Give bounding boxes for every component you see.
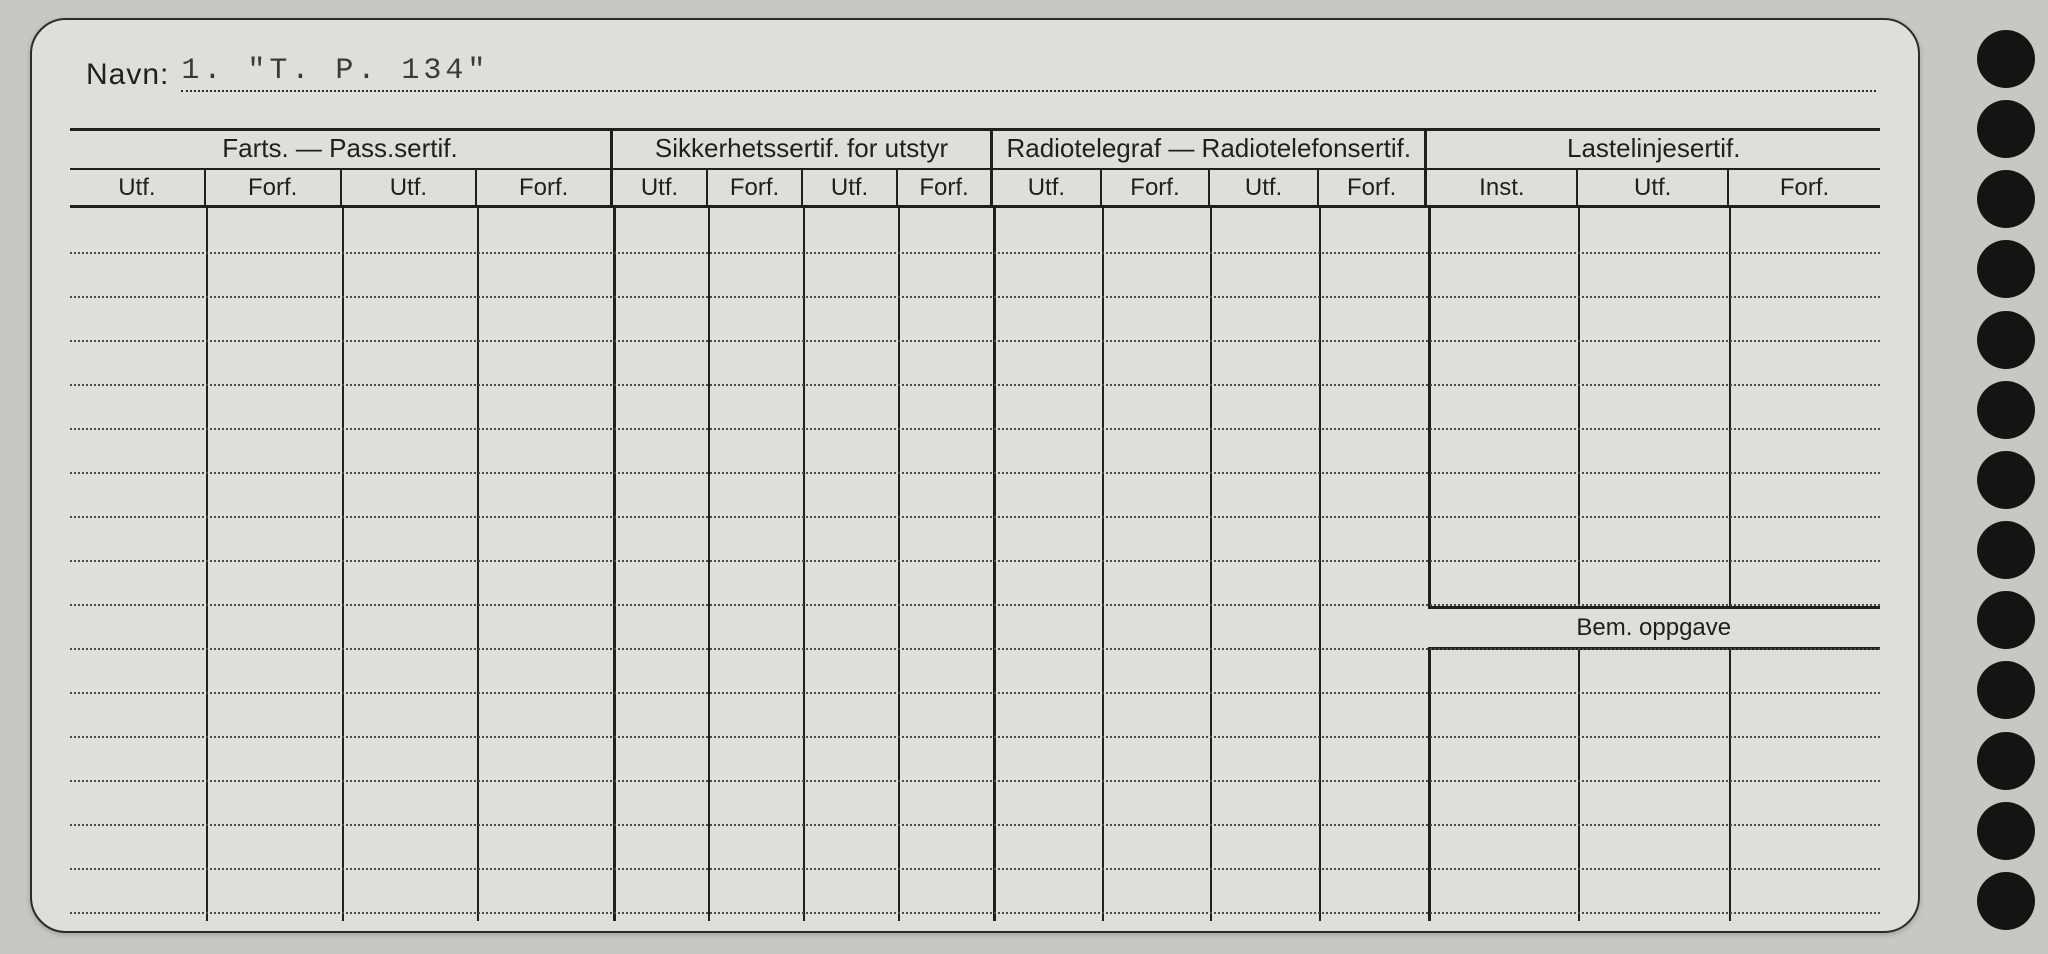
subcolumn-header: Utf. (1210, 170, 1319, 205)
table-row (70, 736, 1880, 738)
binder-hole (1977, 661, 2035, 719)
subcolumn-header: Forf. (1102, 170, 1211, 205)
vertical-rule (803, 208, 805, 921)
binder-hole (1977, 732, 2035, 790)
group-header: Sikkerhetssertif. for utstyr (613, 128, 993, 168)
subcolumn-header: Utf. (70, 170, 206, 205)
binder-holes (1976, 30, 2036, 930)
binder-hole (1977, 591, 2035, 649)
vertical-rule (1428, 208, 1431, 921)
group-header: Radiotelegraf — Radiotelefonsertif. (993, 128, 1427, 168)
binder-hole (1977, 381, 2035, 439)
page: Navn: 1. "T. P. 134" Farts. — Pass.serti… (0, 0, 2048, 954)
vertical-rule (993, 208, 996, 921)
table-row (70, 648, 1880, 650)
group-header-row: Farts. — Pass.sertif.Sikkerhetssertif. f… (70, 128, 1880, 168)
table-row (70, 252, 1880, 254)
navn-dotted-line: 1. "T. P. 134" (181, 64, 1876, 92)
binder-hole (1977, 311, 2035, 369)
vertical-rule (206, 208, 208, 921)
subcolumn-header: Forf. (206, 170, 342, 205)
table-row (70, 516, 1880, 518)
vertical-rule (1578, 208, 1580, 921)
vertical-rule (1102, 208, 1104, 921)
subcolumn-header: Utf. (803, 170, 898, 205)
vertical-rule (1319, 208, 1321, 921)
table-row (70, 780, 1880, 782)
bem-oppgave-header: Bem. oppgave (1428, 606, 1881, 650)
record-card: Navn: 1. "T. P. 134" Farts. — Pass.serti… (30, 18, 1920, 933)
subcolumn-header-row: Utf.Forf.Utf.Forf.Utf.Forf.Utf.Forf.Utf.… (70, 168, 1880, 208)
binder-hole (1977, 240, 2035, 298)
subcolumn-header: Utf. (613, 170, 708, 205)
subcolumn-header: Inst. (1427, 170, 1578, 205)
table-row (70, 560, 1880, 562)
table-row (70, 428, 1880, 430)
group-header: Lastelinjesertif. (1427, 128, 1880, 168)
subcolumn-header: Forf. (1319, 170, 1428, 205)
binder-hole (1977, 30, 2035, 88)
vertical-rule (1729, 208, 1731, 921)
vertical-rule (708, 208, 710, 921)
vertical-rule (1210, 208, 1212, 921)
group-header: Farts. — Pass.sertif. (70, 128, 613, 168)
binder-hole (1977, 451, 2035, 509)
table-row (70, 692, 1880, 694)
subcolumn-header: Forf. (708, 170, 803, 205)
vertical-rule (342, 208, 344, 921)
bem-oppgave-label: Bem. oppgave (1576, 614, 1731, 642)
subcolumn-header: Utf. (1578, 170, 1729, 205)
subcolumn-header: Utf. (342, 170, 478, 205)
table-row (70, 868, 1880, 870)
subcolumn-header: Forf. (1729, 170, 1880, 205)
subcolumn-header: Forf. (898, 170, 993, 205)
vertical-rule (898, 208, 900, 921)
table-row (70, 472, 1880, 474)
table-row (70, 296, 1880, 298)
vertical-rules (70, 208, 1880, 921)
table-row (70, 912, 1880, 914)
binder-hole (1977, 100, 2035, 158)
navn-row: Navn: 1. "T. P. 134" (86, 48, 1876, 92)
navn-label: Navn: (86, 58, 169, 92)
binder-hole (1977, 872, 2035, 930)
vertical-rule (613, 208, 616, 921)
navn-value: 1. "T. P. 134" (181, 54, 489, 88)
table-row (70, 384, 1880, 386)
subcolumn-header: Forf. (477, 170, 613, 205)
binder-hole (1977, 521, 2035, 579)
table-row (70, 340, 1880, 342)
subcolumn-header: Utf. (993, 170, 1102, 205)
table-body: Bem. oppgave (70, 208, 1880, 921)
table-row (70, 604, 1880, 606)
table-row (70, 824, 1880, 826)
binder-hole (1977, 170, 2035, 228)
binder-hole (1977, 802, 2035, 860)
vertical-rule (477, 208, 479, 921)
